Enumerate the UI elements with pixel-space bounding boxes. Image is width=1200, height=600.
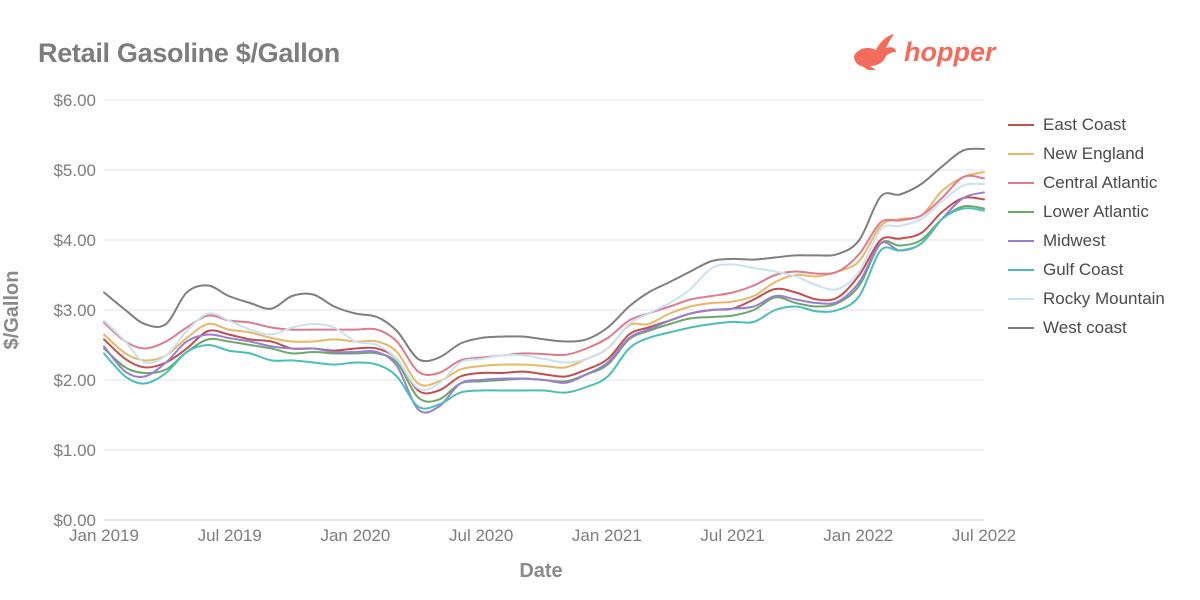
legend-item: Rocky Mountain bbox=[1008, 284, 1165, 313]
legend-swatch bbox=[1008, 268, 1034, 271]
x-axis-title: Date bbox=[519, 560, 562, 582]
chart-legend: East Coast New England Central Atlantic Low… bbox=[1008, 110, 1165, 342]
y-tick-label: $1.00 bbox=[53, 441, 96, 460]
legend-label: Lower Atlantic bbox=[1043, 201, 1149, 221]
legend-swatch bbox=[1008, 123, 1034, 126]
x-tick-label: Jan 2020 bbox=[320, 526, 390, 545]
x-tick-label: Jul 2022 bbox=[952, 526, 1016, 545]
legend-label: Midwest bbox=[1043, 230, 1106, 250]
y-tick-label: $4.00 bbox=[53, 231, 96, 250]
legend-item: Gulf Coast bbox=[1008, 255, 1165, 284]
series-layer bbox=[103, 147, 985, 414]
legend-swatch bbox=[1008, 297, 1034, 300]
y-tick-label: $6.00 bbox=[53, 91, 96, 110]
legend-item: East Coast bbox=[1008, 110, 1165, 139]
legend-swatch bbox=[1008, 239, 1034, 242]
chart-title: Retail Gasoline $/Gallon bbox=[38, 38, 340, 68]
series-line-central-atlantic bbox=[103, 174, 985, 376]
y-tick-label: $5.00 bbox=[53, 161, 96, 180]
legend-label: East Coast bbox=[1043, 114, 1127, 134]
legend-label: Rocky Mountain bbox=[1043, 288, 1165, 308]
legend-item: New England bbox=[1008, 139, 1165, 168]
x-tick-label: Jul 2021 bbox=[700, 526, 764, 545]
legend-label: West coast bbox=[1043, 317, 1127, 337]
y-axis-title: $/Gallon bbox=[1, 271, 23, 350]
x-axis-ticks: Jan 2019 Jul 2019 Jan 2020 Jul 2020 Jan 2021… bbox=[69, 526, 1016, 545]
series-line-gulf-coast bbox=[103, 207, 985, 410]
y-axis-ticks: $0.00 $1.00 $2.00 $3.00 $4.00 $5.00 $6.00 bbox=[53, 91, 96, 530]
legend-item: Lower Atlantic bbox=[1008, 197, 1165, 226]
hopper-logo: hopper bbox=[850, 30, 996, 74]
x-tick-label: Jan 2022 bbox=[823, 526, 893, 545]
logo-text: hopper bbox=[904, 36, 996, 67]
legend-swatch bbox=[1008, 152, 1034, 155]
legend-label: New England bbox=[1043, 143, 1145, 163]
y-tick-label: $0.00 bbox=[53, 511, 96, 530]
legend-item: West coast bbox=[1008, 313, 1165, 342]
y-tick-label: $3.00 bbox=[53, 301, 96, 320]
bunny-icon bbox=[854, 34, 896, 70]
y-tick-label: $2.00 bbox=[53, 371, 96, 390]
legend-item: Central Atlantic bbox=[1008, 168, 1165, 197]
legend-label: Gulf Coast bbox=[1043, 259, 1124, 279]
x-tick-label: Jul 2019 bbox=[198, 526, 262, 545]
x-tick-label: Jul 2020 bbox=[449, 526, 513, 545]
series-line-west-coast bbox=[103, 147, 985, 363]
legend-swatch bbox=[1008, 210, 1034, 213]
legend-label: Central Atlantic bbox=[1043, 172, 1158, 192]
legend-swatch bbox=[1008, 181, 1034, 184]
x-tick-label: Jan 2021 bbox=[572, 526, 642, 545]
grid-layer bbox=[104, 99, 984, 521]
legend-swatch bbox=[1008, 326, 1034, 329]
x-tick-label: Jan 2019 bbox=[69, 526, 139, 545]
series-line-rocky-mountain bbox=[103, 182, 985, 391]
series-line-east-coast bbox=[103, 196, 985, 395]
series-line-midwest bbox=[103, 191, 985, 414]
legend-item: Midwest bbox=[1008, 226, 1165, 255]
